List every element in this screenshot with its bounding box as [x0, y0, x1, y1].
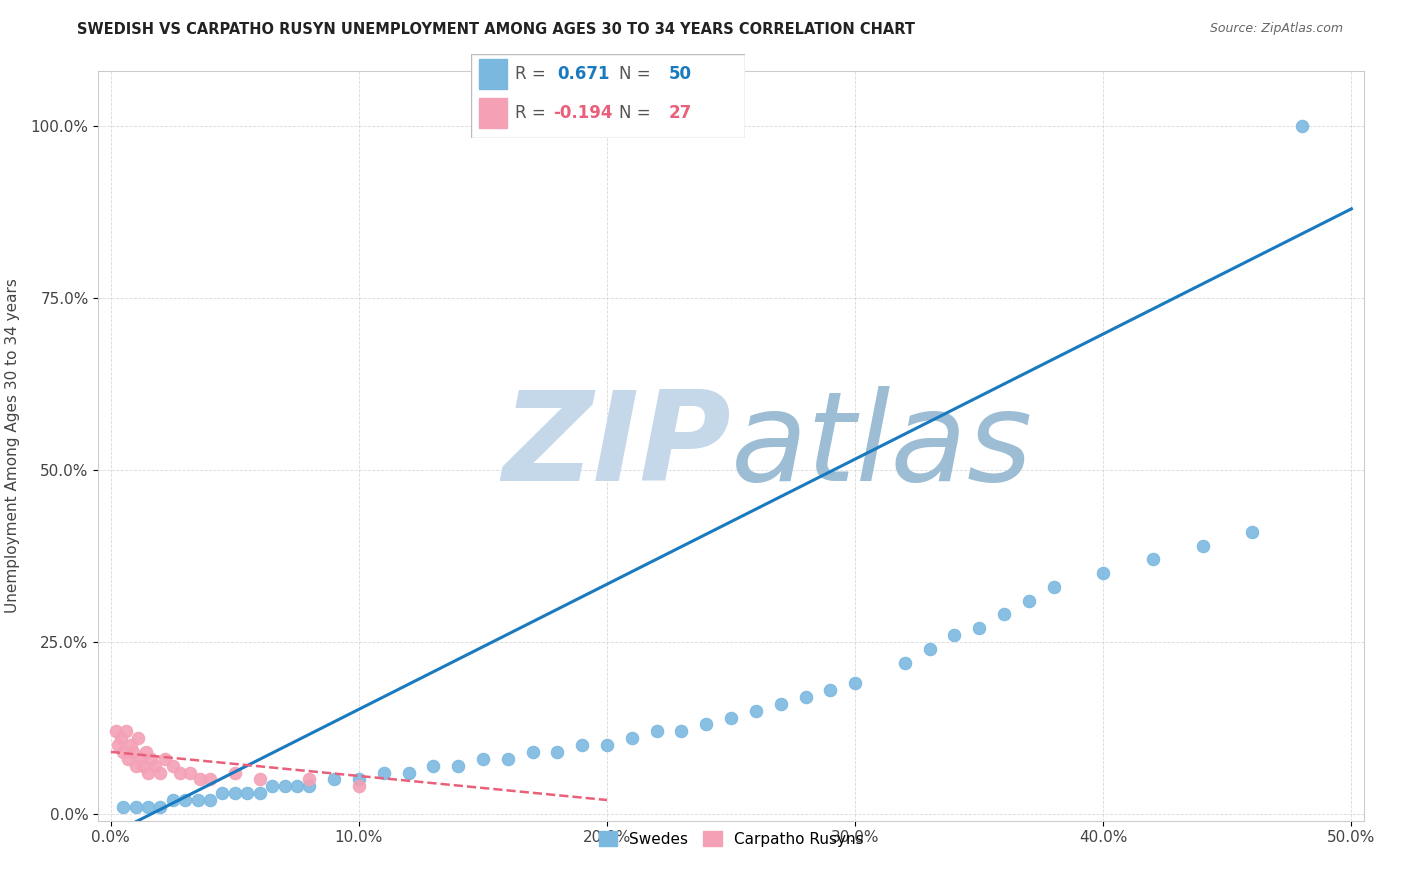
Point	[249, 786, 271, 800]
Point	[179, 765, 201, 780]
Point	[169, 765, 191, 780]
Point	[110, 731, 132, 746]
Point	[211, 786, 233, 800]
Point	[198, 793, 221, 807]
Point	[671, 724, 693, 739]
Text: 0.671: 0.671	[557, 65, 610, 83]
Point	[645, 724, 668, 739]
Point	[224, 765, 246, 780]
Point	[447, 758, 470, 772]
Text: -0.194: -0.194	[554, 104, 613, 122]
Point	[149, 765, 172, 780]
Point	[918, 641, 941, 656]
Point	[120, 738, 142, 752]
Text: R =: R =	[515, 65, 551, 83]
Point	[136, 800, 159, 814]
Point	[373, 765, 395, 780]
Point	[967, 621, 990, 635]
Point	[1241, 524, 1264, 539]
Point	[198, 772, 221, 787]
Point	[139, 752, 162, 766]
Text: Source: ZipAtlas.com: Source: ZipAtlas.com	[1209, 22, 1343, 36]
Point	[162, 758, 184, 772]
Bar	[479, 98, 506, 128]
Point	[1042, 580, 1064, 594]
Point	[745, 704, 768, 718]
Point	[114, 724, 136, 739]
Point	[129, 752, 152, 766]
Point	[155, 752, 177, 766]
Text: 50: 50	[668, 65, 692, 83]
Point	[162, 793, 184, 807]
Point	[298, 779, 321, 793]
Point	[323, 772, 346, 787]
Text: SWEDISH VS CARPATHO RUSYN UNEMPLOYMENT AMONG AGES 30 TO 34 YEARS CORRELATION CHA: SWEDISH VS CARPATHO RUSYN UNEMPLOYMENT A…	[77, 22, 915, 37]
Point	[132, 758, 155, 772]
FancyBboxPatch shape	[471, 54, 745, 138]
Point	[695, 717, 717, 731]
Point	[124, 800, 146, 814]
Point	[124, 758, 146, 772]
Point	[347, 779, 370, 793]
Point	[149, 800, 172, 814]
Point	[1291, 120, 1313, 134]
Point	[596, 738, 619, 752]
Point	[112, 800, 135, 814]
Point	[398, 765, 420, 780]
Point	[188, 772, 211, 787]
Point	[187, 793, 209, 807]
Bar	[479, 60, 506, 89]
Text: N =: N =	[619, 104, 657, 122]
Text: atlas: atlas	[731, 385, 1033, 507]
Point	[1092, 566, 1115, 581]
Point	[894, 656, 917, 670]
Point	[769, 697, 792, 711]
Point	[262, 779, 284, 793]
Text: N =: N =	[619, 65, 657, 83]
Point	[1142, 552, 1164, 566]
Point	[174, 793, 197, 807]
Point	[943, 628, 966, 642]
Text: R =: R =	[515, 104, 551, 122]
Point	[1191, 539, 1213, 553]
Point	[117, 752, 139, 766]
Point	[112, 745, 135, 759]
Point	[1018, 593, 1040, 607]
Point	[249, 772, 271, 787]
Point	[127, 731, 149, 746]
Point	[135, 745, 157, 759]
Point	[107, 738, 129, 752]
Point	[347, 772, 370, 787]
Y-axis label: Unemployment Among Ages 30 to 34 years: Unemployment Among Ages 30 to 34 years	[4, 278, 20, 614]
Point	[844, 676, 866, 690]
Point	[285, 779, 308, 793]
Point	[145, 758, 167, 772]
Point	[522, 745, 544, 759]
Point	[136, 765, 159, 780]
Point	[720, 710, 742, 724]
Point	[993, 607, 1015, 622]
Point	[546, 745, 568, 759]
Point	[122, 745, 145, 759]
Point	[472, 752, 495, 766]
Text: 27: 27	[668, 104, 692, 122]
Point	[273, 779, 295, 793]
Point	[620, 731, 643, 746]
Point	[794, 690, 817, 704]
Point	[298, 772, 321, 787]
Point	[571, 738, 593, 752]
Point	[422, 758, 444, 772]
Point	[820, 683, 842, 698]
Text: ZIP: ZIP	[502, 385, 731, 507]
Point	[224, 786, 246, 800]
Point	[104, 724, 127, 739]
Point	[496, 752, 519, 766]
Legend: Swedes, Carpatho Rusyns: Swedes, Carpatho Rusyns	[591, 823, 872, 855]
Point	[236, 786, 259, 800]
